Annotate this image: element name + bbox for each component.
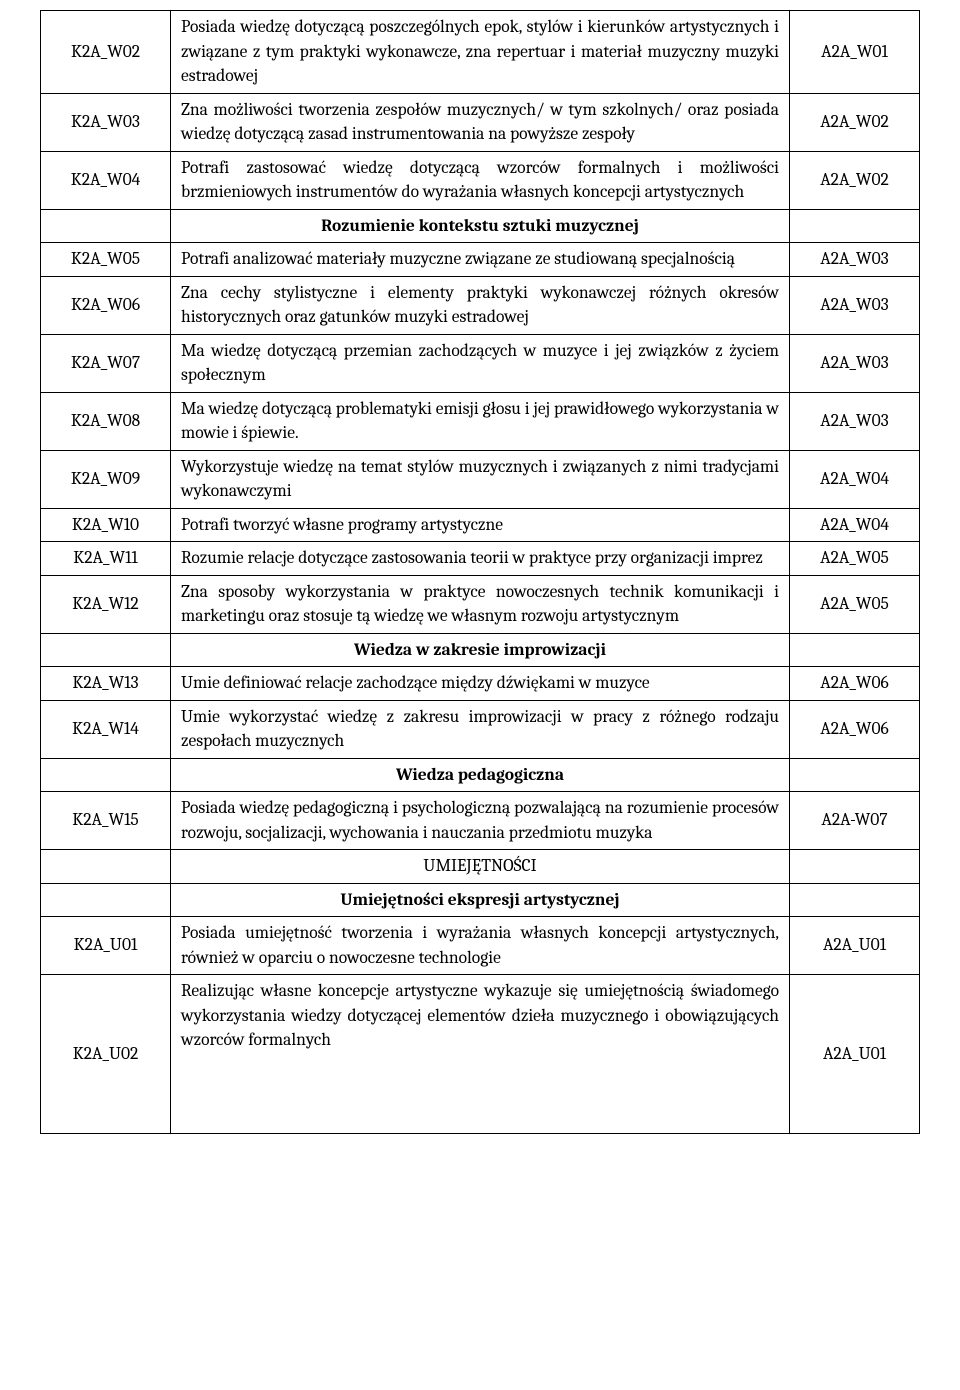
outcome-description: Potrafi tworzyć własne programy artystyc… xyxy=(171,508,790,542)
table-row: K2A_W15Posiada wiedzę pedagogiczną i psy… xyxy=(41,792,920,850)
empty-cell xyxy=(41,883,171,917)
reference-code: A2A_W04 xyxy=(790,450,920,508)
reference-code: A2A_W06 xyxy=(790,700,920,758)
table-row: K2A_W06Zna cechy stylistyczne i elementy… xyxy=(41,276,920,334)
table-row: K2A_W11Rozumie relacje dotyczące zastoso… xyxy=(41,542,920,576)
table-row: K2A_W04Potrafi zastosować wiedzę dotyczą… xyxy=(41,151,920,209)
outcome-description: Posiada wiedzę pedagogiczną i psychologi… xyxy=(171,792,790,850)
section-header: Wiedza w zakresie improwizacji xyxy=(171,633,790,667)
outcome-code: K2A_W05 xyxy=(41,243,171,277)
outcome-description: Ma wiedzę dotyczącą przemian zachodzącyc… xyxy=(171,334,790,392)
outcome-code: K2A_W13 xyxy=(41,667,171,701)
table-row: K2A_W09Wykorzystuje wiedzę na temat styl… xyxy=(41,450,920,508)
outcome-code: K2A_W12 xyxy=(41,575,171,633)
outcome-code: K2A_W10 xyxy=(41,508,171,542)
reference-code: A2A_W03 xyxy=(790,276,920,334)
outcome-code: K2A_W14 xyxy=(41,700,171,758)
table-row: K2A_W02Posiada wiedzę dotyczącą poszczeg… xyxy=(41,11,920,94)
reference-code: A2A_W02 xyxy=(790,151,920,209)
reference-code: A2A_W05 xyxy=(790,575,920,633)
outcome-code: K2A_W08 xyxy=(41,392,171,450)
table-row: K2A_W13Umie definiować relacje zachodząc… xyxy=(41,667,920,701)
outcome-code: K2A_W06 xyxy=(41,276,171,334)
empty-cell xyxy=(41,850,171,884)
reference-code: A2A_W03 xyxy=(790,392,920,450)
outcome-description: Wykorzystuje wiedzę na temat stylów muzy… xyxy=(171,450,790,508)
table-row: K2A_W12Zna sposoby wykorzystania w prakt… xyxy=(41,575,920,633)
table-row: Wiedza pedagogiczna xyxy=(41,758,920,792)
section-header: Umiejętności ekspresji artystycznej xyxy=(171,883,790,917)
table-row: K2A_U01Posiada umiejętność tworzenia i w… xyxy=(41,917,920,975)
outcome-code: K2A_W11 xyxy=(41,542,171,576)
table-row: Umiejętności ekspresji artystycznej xyxy=(41,883,920,917)
reference-code: A2A_W06 xyxy=(790,667,920,701)
reference-code: A2A_U01 xyxy=(790,917,920,975)
outcome-code: K2A_W04 xyxy=(41,151,171,209)
empty-cell xyxy=(790,883,920,917)
outcome-description: Potrafi analizować materiały muzyczne zw… xyxy=(171,243,790,277)
section-header: Rozumienie kontekstu sztuki muzycznej xyxy=(171,209,790,243)
outcome-description: Posiada wiedzę dotyczącą poszczególnych … xyxy=(171,11,790,94)
outcomes-table: K2A_W02Posiada wiedzę dotyczącą poszczeg… xyxy=(40,10,920,1134)
outcome-description: Realizując własne koncepcje artystyczne … xyxy=(171,975,790,1134)
empty-cell xyxy=(790,758,920,792)
outcome-code: K2A_W03 xyxy=(41,93,171,151)
reference-code: A2A_W02 xyxy=(790,93,920,151)
empty-cell xyxy=(790,209,920,243)
empty-cell xyxy=(41,758,171,792)
outcome-description: Umie definiować relacje zachodzące międz… xyxy=(171,667,790,701)
table-row: K2A_W07Ma wiedzę dotyczącą przemian zach… xyxy=(41,334,920,392)
table-row: K2A_W03Zna możliwości tworzenia zespołów… xyxy=(41,93,920,151)
table-row: K2A_W10Potrafi tworzyć własne programy a… xyxy=(41,508,920,542)
table-row: K2A_U02Realizując własne koncepcje artys… xyxy=(41,975,920,1134)
reference-code: A2A_U01 xyxy=(790,975,920,1134)
outcome-description: Zna możliwości tworzenia zespołów muzycz… xyxy=(171,93,790,151)
table-row: K2A_W08Ma wiedzę dotyczącą problematyki … xyxy=(41,392,920,450)
outcome-code: K2A_W09 xyxy=(41,450,171,508)
outcome-description: Posiada umiejętność tworzenia i wyrażani… xyxy=(171,917,790,975)
section-header: Wiedza pedagogiczna xyxy=(171,758,790,792)
empty-cell xyxy=(790,850,920,884)
outcome-description: Umie wykorzystać wiedzę z zakresu improw… xyxy=(171,700,790,758)
empty-cell xyxy=(790,633,920,667)
reference-code: A2A_W04 xyxy=(790,508,920,542)
outcome-description: Ma wiedzę dotyczącą problematyki emisji … xyxy=(171,392,790,450)
table-row: UMIEJĘTNOŚCI xyxy=(41,850,920,884)
table-row: Rozumienie kontekstu sztuki muzycznej xyxy=(41,209,920,243)
outcome-code: K2A_W07 xyxy=(41,334,171,392)
table-row: Wiedza w zakresie improwizacji xyxy=(41,633,920,667)
reference-code: A2A-W07 xyxy=(790,792,920,850)
section-header-caps: UMIEJĘTNOŚCI xyxy=(171,850,790,884)
table-row: K2A_W05Potrafi analizować materiały muzy… xyxy=(41,243,920,277)
table-row: K2A_W14Umie wykorzystać wiedzę z zakresu… xyxy=(41,700,920,758)
reference-code: A2A_W03 xyxy=(790,334,920,392)
outcome-description: Potrafi zastosować wiedzę dotyczącą wzor… xyxy=(171,151,790,209)
outcome-description: Rozumie relacje dotyczące zastosowania t… xyxy=(171,542,790,576)
outcome-code: K2A_W02 xyxy=(41,11,171,94)
reference-code: A2A_W03 xyxy=(790,243,920,277)
empty-cell xyxy=(41,633,171,667)
reference-code: A2A_W05 xyxy=(790,542,920,576)
empty-cell xyxy=(41,209,171,243)
reference-code: A2A_W01 xyxy=(790,11,920,94)
outcome-code: K2A_W15 xyxy=(41,792,171,850)
outcome-description: Zna cechy stylistyczne i elementy prakty… xyxy=(171,276,790,334)
outcome-code: K2A_U02 xyxy=(41,975,171,1134)
outcome-code: K2A_U01 xyxy=(41,917,171,975)
outcome-description: Zna sposoby wykorzystania w praktyce now… xyxy=(171,575,790,633)
